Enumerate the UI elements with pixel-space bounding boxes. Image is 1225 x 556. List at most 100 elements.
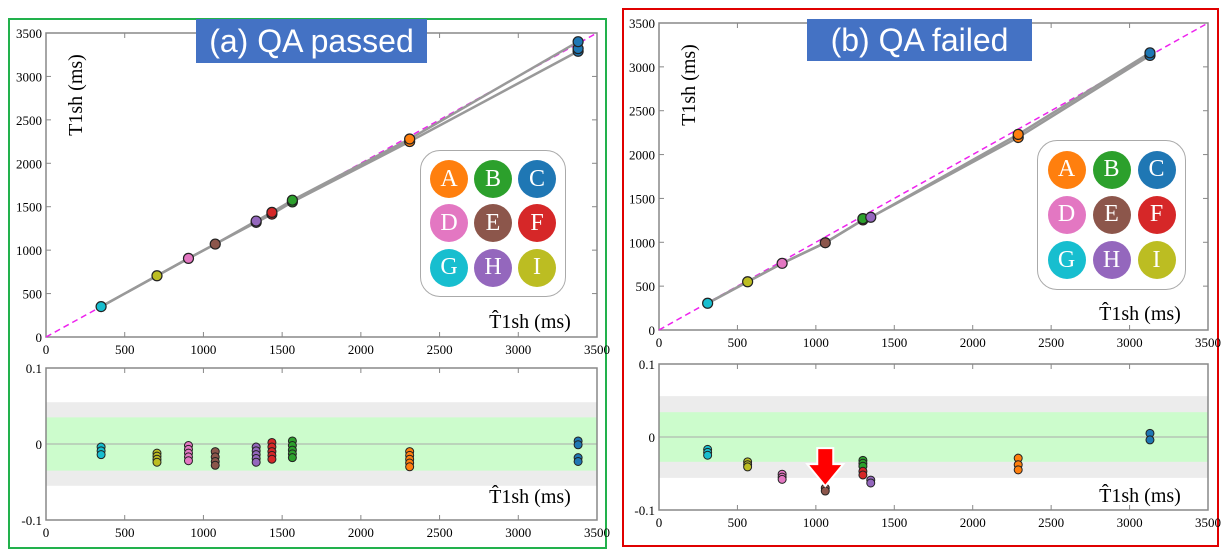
panel-b-ytick-label: 1000	[629, 235, 655, 250]
legend-item-E: E	[474, 204, 512, 243]
panel-b-point-D	[776, 257, 788, 269]
panel-b-res-ytick-label: -0.1	[634, 503, 655, 518]
panel-b-ytick-label: 1500	[629, 191, 655, 206]
panel-a-point-D	[182, 252, 195, 264]
panel-a-residual-point-D	[183, 456, 193, 466]
panel-a-point-C	[572, 36, 584, 48]
panel-a-residual-point-H	[251, 457, 261, 467]
legend-item-G: G	[430, 248, 468, 287]
panel-a-res-ytick-label: 0	[36, 437, 43, 452]
panel-b-res-xtick-label: 2000	[960, 515, 986, 530]
panel-b-res-xtick-label: 500	[728, 515, 748, 530]
panel-a-xtick-label: 3000	[505, 342, 531, 357]
panel-b-frame	[622, 8, 1219, 547]
panel-a-residual-xlabel: T̂1sh (ms)	[489, 484, 571, 508]
panel-a-ytick-label: 3500	[16, 26, 42, 41]
panel-a-res-ytick-label: -0.1	[21, 513, 42, 528]
panel-b-residual-axes	[658, 363, 1209, 511]
panel-b-xtick-label: 500	[728, 335, 748, 350]
panel-b-residual-point-G	[703, 450, 713, 460]
panel-b-res-xtick-label: 1500	[881, 515, 907, 530]
panel-a-point-B	[286, 194, 298, 206]
legend-item-G: G	[1047, 241, 1086, 280]
legend-item-A: A	[430, 160, 468, 199]
panel-a-res-xtick-label: 0	[43, 525, 50, 540]
panel-a-ytick-label: 2000	[16, 156, 42, 171]
panel-a-residual-point-A	[405, 462, 415, 472]
panel-b-point-C	[1144, 47, 1156, 59]
panel-b-point-I	[742, 276, 754, 288]
panel-b-residual-point-C	[1145, 435, 1155, 445]
panel-a-residual-point-G	[96, 450, 106, 460]
panel-b-residual-point-E	[820, 486, 830, 496]
panel-a-residual-point-C	[573, 456, 583, 466]
panel-a-point-F	[266, 206, 278, 218]
panel-a-res-xtick-label: 1000	[190, 525, 216, 540]
panel-b-title: (b) QA failed	[807, 19, 1032, 61]
panel-b-xlabel: T̂1sh (ms)	[1099, 301, 1181, 325]
panel-b-xtick-label: 2500	[1038, 335, 1064, 350]
panel-a-xtick-label: 2000	[348, 342, 374, 357]
panel-b-xtick-label: 2000	[960, 335, 986, 350]
panel-a-title: (a) QA passed	[196, 19, 427, 63]
panel-b-residual-xlabel: T̂1sh (ms)	[1099, 483, 1181, 507]
panel-b-ytick-label: 500	[636, 279, 656, 294]
panel-a-res-ytick-label: 0.1	[26, 361, 42, 376]
panel-a-res-xtick-label: 3500	[584, 525, 610, 540]
panel-b-point-E	[819, 237, 831, 249]
panel-b-res-xtick-label: 1000	[803, 515, 829, 530]
panel-a-point-G	[95, 301, 107, 313]
panel-a-xtick-label: 1500	[269, 342, 295, 357]
legend-item-D: D	[1047, 195, 1086, 234]
panel-a-residual-point-I	[152, 457, 162, 467]
legend-item-H: H	[474, 248, 512, 287]
panel-b-ytick-label: 2000	[629, 148, 655, 163]
legend-item-A: A	[1047, 150, 1086, 189]
panel-a-point-A	[404, 133, 416, 145]
panel-a-ytick-label: 2500	[16, 113, 42, 128]
panel-b-residual-point-A	[1013, 465, 1023, 475]
panel-b-point-H	[865, 211, 877, 223]
panel-a-ytick-label: 1500	[16, 200, 42, 215]
panel-a-xtick-label: 0	[43, 342, 50, 357]
panel-a-point-E	[209, 238, 221, 250]
panel-b-xtick-label: 1500	[881, 335, 907, 350]
legend-item-F: F	[518, 204, 556, 243]
legend-item-F: F	[1137, 195, 1176, 234]
panel-b-res-ytick-label: 0.1	[639, 357, 655, 372]
panel-b-highlight-arrow-icon	[805, 447, 846, 488]
panel-a-res-xtick-label: 2500	[427, 525, 453, 540]
panel-a-ytick-label: 1000	[16, 243, 42, 258]
legend-item-I: I	[1137, 241, 1176, 280]
legend-item-E: E	[1092, 195, 1131, 234]
panel-a-xtick-label: 500	[115, 342, 135, 357]
panel-b-residual-point-I	[743, 462, 753, 472]
panel-b-point-A	[1012, 128, 1024, 140]
panel-b-ytick-label: 3000	[629, 60, 655, 75]
panel-b-residual-point-D	[777, 474, 787, 484]
panel-a-xtick-label: 3500	[584, 342, 610, 357]
legend-item-I: I	[518, 248, 556, 287]
panel-b-ytick-label: 0	[649, 323, 656, 338]
panel-a-ylabel: T1sh (ms)	[65, 54, 87, 136]
panel-a-xtick-label: 2500	[427, 342, 453, 357]
panel-b-residual-point-F	[858, 470, 868, 480]
panel-a-ytick-label: 0	[36, 330, 43, 345]
panel-a-point-I	[151, 270, 163, 282]
panel-b-xtick-label: 0	[656, 335, 663, 350]
panel-b-xtick-label: 1000	[803, 335, 829, 350]
panel-b-res-xtick-label: 2500	[1038, 515, 1064, 530]
legend-item-D: D	[430, 204, 468, 243]
panel-a-res-xtick-label: 2000	[348, 525, 374, 540]
panel-b-res-xtick-label: 0	[656, 515, 663, 530]
legend-item-B: B	[474, 160, 512, 199]
panel-b-res-xtick-label: 3000	[1117, 515, 1143, 530]
panel-a-residual-axes	[45, 367, 598, 521]
panel-b-residual-point-H	[866, 478, 876, 488]
panel-a-residual-point-E	[210, 460, 220, 470]
panel-b-xtick-label: 3000	[1117, 335, 1143, 350]
panel-b-ytick-label: 2500	[629, 104, 655, 119]
panel-b-res-xtick-label: 3500	[1195, 515, 1221, 530]
